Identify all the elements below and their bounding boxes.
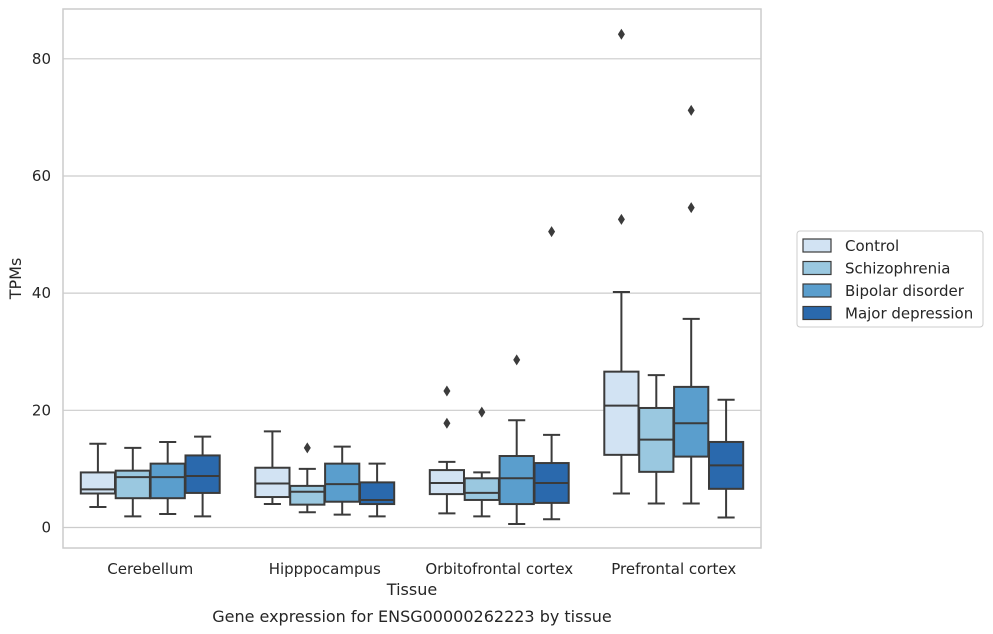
box-control-3 xyxy=(603,28,640,495)
box-iqr xyxy=(114,469,151,500)
outlier-point xyxy=(617,28,625,40)
y-tick-label: 20 xyxy=(32,401,51,419)
box-bipolar-disorder-0 xyxy=(149,440,186,516)
legend: Control Schizophrenia Bipolar disorder Majo… xyxy=(796,230,984,328)
chart-caption: Gene expression for ENSG00000262223 by t… xyxy=(212,607,612,626)
outlier-point xyxy=(303,442,311,454)
box-bipolar-disorder-2 xyxy=(498,354,535,525)
x-tick-label: Hipppocampus xyxy=(269,560,381,578)
outlier-point xyxy=(443,385,451,397)
x-axis-label: Tissue xyxy=(386,580,437,599)
box-bipolar-disorder-1 xyxy=(324,445,361,516)
legend-swatch xyxy=(802,305,832,321)
legend-swatch xyxy=(802,260,832,276)
outlier-point xyxy=(687,202,695,214)
x-tick-label: Orbitofrontal cortex xyxy=(425,560,573,578)
legend-label: Schizophrenia xyxy=(845,260,950,278)
legend-label: Major depression xyxy=(845,305,973,323)
x-tick-label: Cerebellum xyxy=(107,560,193,578)
box-schizophrenia-1 xyxy=(289,442,326,514)
box-control-1 xyxy=(254,430,291,506)
boxes xyxy=(79,28,745,525)
box-control-0 xyxy=(79,442,117,508)
box-iqr xyxy=(149,462,186,500)
y-tick-label: 0 xyxy=(41,518,51,536)
box-major-depression-0 xyxy=(184,435,221,518)
box-schizophrenia-2 xyxy=(463,406,500,518)
box-iqr xyxy=(673,385,710,458)
plot-frame xyxy=(62,8,762,549)
legend-swatch xyxy=(802,238,832,253)
legend-frame xyxy=(796,230,984,328)
box-iqr xyxy=(324,462,361,503)
box-major-depression-1 xyxy=(358,462,396,518)
box-bipolar-disorder-3 xyxy=(673,104,710,505)
box-major-depression-3 xyxy=(707,398,745,519)
box-iqr xyxy=(358,481,396,506)
box-schizophrenia-0 xyxy=(114,446,151,518)
x-tick-label: Prefrontal cortex xyxy=(611,560,736,578)
box-iqr xyxy=(498,455,535,506)
outlier-point xyxy=(687,104,695,116)
box-iqr xyxy=(603,370,640,456)
y-axis-label: TPMs xyxy=(6,258,25,301)
x-tick-labels: Cerebellum Hipppocampus Orbitofrontal cort… xyxy=(107,560,736,578)
outlier-point xyxy=(513,354,521,366)
legend-swatch xyxy=(802,283,832,298)
outlier-point xyxy=(443,417,451,429)
outlier-point xyxy=(617,213,625,225)
y-tick-label: 60 xyxy=(32,167,51,185)
box-iqr xyxy=(254,466,291,499)
box-iqr xyxy=(184,454,221,494)
box-major-depression-2 xyxy=(533,226,570,521)
box-iqr xyxy=(463,477,500,501)
y-tick-label: 40 xyxy=(32,284,51,302)
legend-label: Control xyxy=(845,237,899,255)
legend-label: Bipolar disorder xyxy=(845,282,965,300)
box-schizophrenia-3 xyxy=(638,374,675,505)
box-control-2 xyxy=(428,385,466,515)
box-iqr xyxy=(289,484,326,506)
y-tick-labels: 0 20 40 60 80 xyxy=(32,50,51,537)
y-tick-label: 80 xyxy=(32,50,51,68)
outlier-point xyxy=(478,406,486,418)
outlier-point xyxy=(548,226,556,238)
